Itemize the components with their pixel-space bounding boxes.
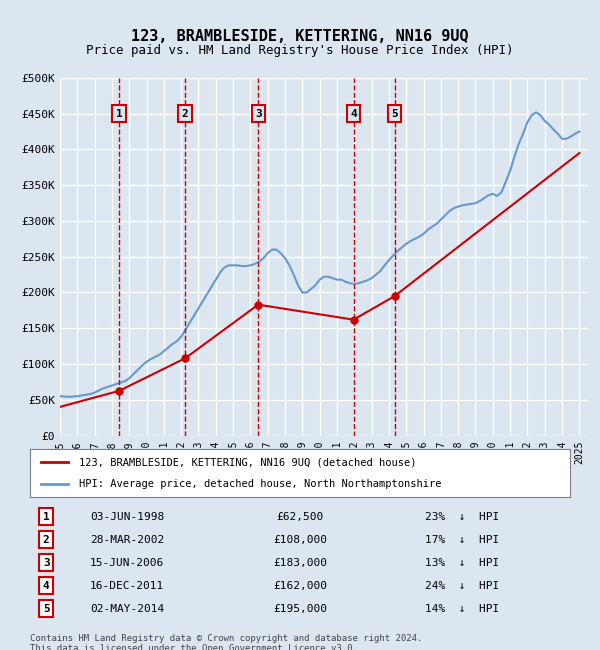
- Text: £162,000: £162,000: [273, 580, 327, 591]
- Text: 28-MAR-2002: 28-MAR-2002: [90, 535, 164, 545]
- Text: £62,500: £62,500: [277, 512, 323, 522]
- Text: 03-JUN-1998: 03-JUN-1998: [90, 512, 164, 522]
- Text: 02-MAY-2014: 02-MAY-2014: [90, 604, 164, 614]
- Text: 24%  ↓  HPI: 24% ↓ HPI: [425, 580, 499, 591]
- Text: £195,000: £195,000: [273, 604, 327, 614]
- Text: 5: 5: [391, 109, 398, 119]
- Text: 1: 1: [116, 109, 122, 119]
- Text: 123, BRAMBLESIDE, KETTERING, NN16 9UQ (detached house): 123, BRAMBLESIDE, KETTERING, NN16 9UQ (d…: [79, 457, 416, 467]
- Text: 16-DEC-2011: 16-DEC-2011: [90, 580, 164, 591]
- Text: HPI: Average price, detached house, North Northamptonshire: HPI: Average price, detached house, Nort…: [79, 478, 441, 489]
- Text: 2: 2: [43, 535, 50, 545]
- Text: 4: 4: [350, 109, 357, 119]
- Text: 3: 3: [43, 558, 50, 567]
- Text: 5: 5: [43, 604, 50, 614]
- Text: £108,000: £108,000: [273, 535, 327, 545]
- Text: 1: 1: [43, 512, 50, 522]
- Text: 3: 3: [255, 109, 262, 119]
- Text: 13%  ↓  HPI: 13% ↓ HPI: [425, 558, 499, 567]
- Text: 2: 2: [182, 109, 188, 119]
- Text: Price paid vs. HM Land Registry's House Price Index (HPI): Price paid vs. HM Land Registry's House …: [86, 44, 514, 57]
- Text: 23%  ↓  HPI: 23% ↓ HPI: [425, 512, 499, 522]
- Text: Contains HM Land Registry data © Crown copyright and database right 2024.
This d: Contains HM Land Registry data © Crown c…: [30, 634, 422, 650]
- Text: 123, BRAMBLESIDE, KETTERING, NN16 9UQ: 123, BRAMBLESIDE, KETTERING, NN16 9UQ: [131, 29, 469, 44]
- Text: 17%  ↓  HPI: 17% ↓ HPI: [425, 535, 499, 545]
- Text: 4: 4: [43, 580, 50, 591]
- Text: 15-JUN-2006: 15-JUN-2006: [90, 558, 164, 567]
- Text: 14%  ↓  HPI: 14% ↓ HPI: [425, 604, 499, 614]
- Text: £183,000: £183,000: [273, 558, 327, 567]
